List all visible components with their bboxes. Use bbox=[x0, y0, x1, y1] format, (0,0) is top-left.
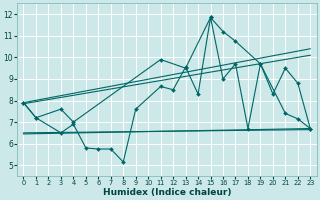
X-axis label: Humidex (Indice chaleur): Humidex (Indice chaleur) bbox=[103, 188, 231, 197]
